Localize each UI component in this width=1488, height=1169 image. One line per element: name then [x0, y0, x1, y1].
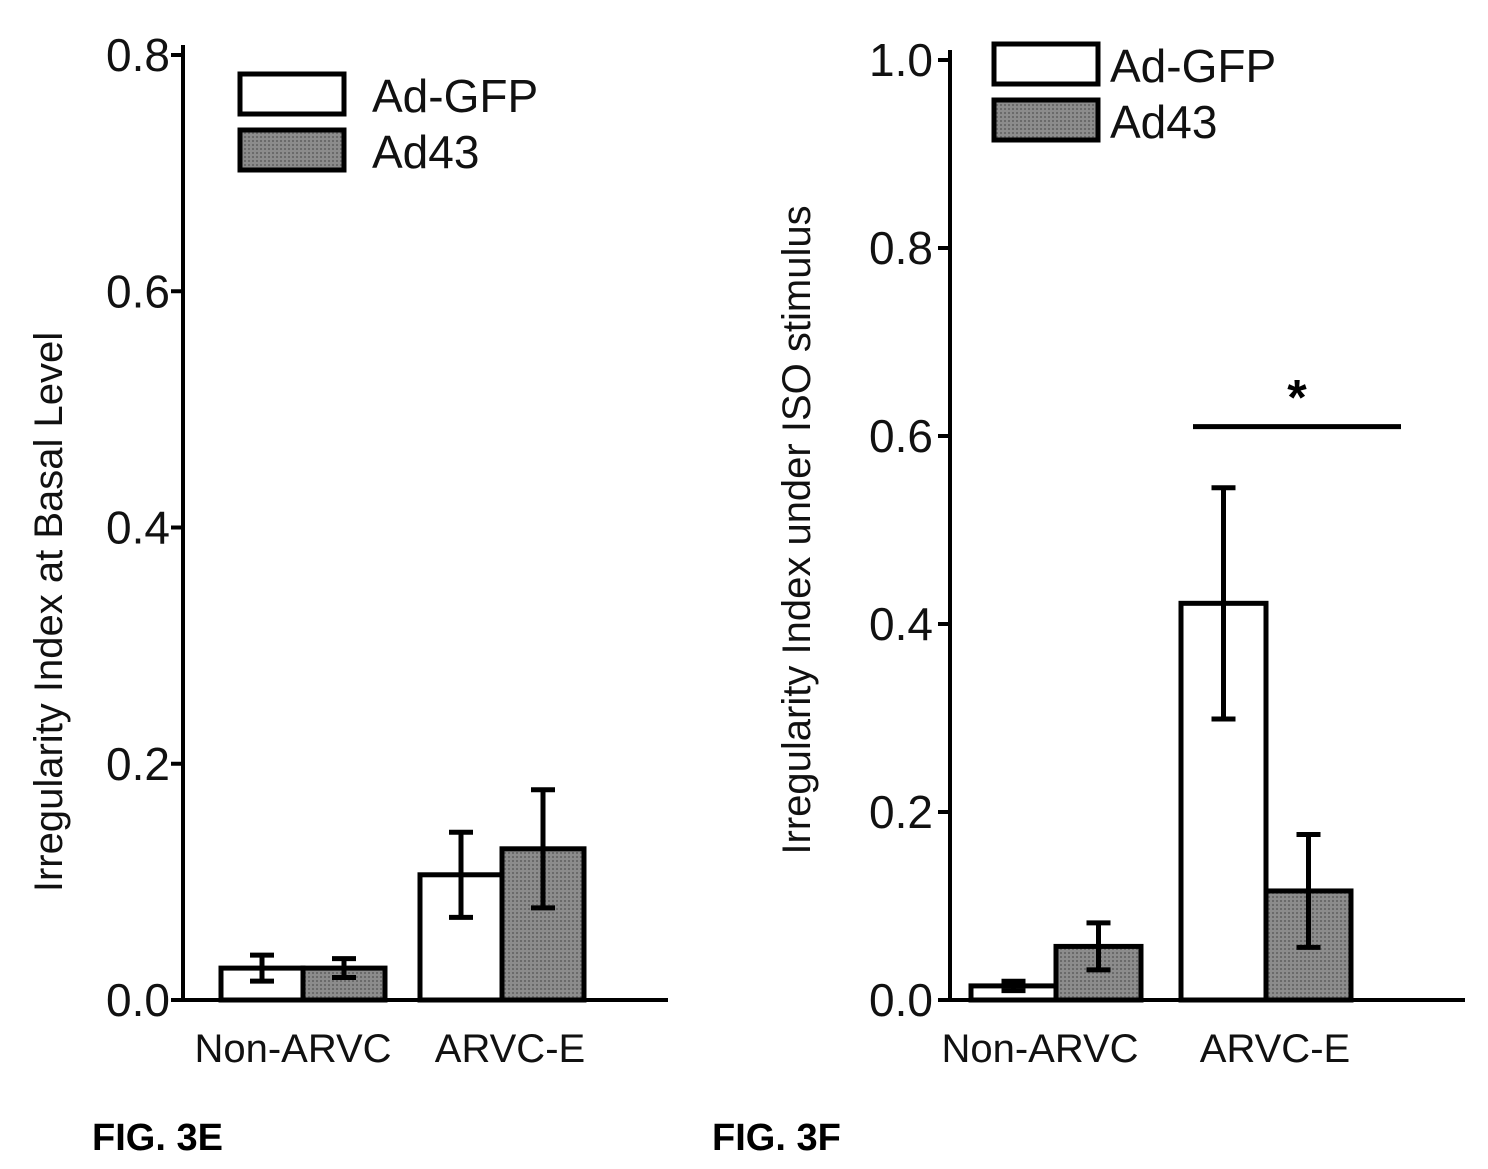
- significance-marker: *: [1287, 370, 1307, 426]
- chart-panel-3e: Irregularity Index at Basal Level FIG. 3…: [27, 29, 668, 1159]
- x-category-label: Non-ARVC: [194, 1027, 391, 1071]
- y-tick-label: 1.0: [869, 34, 933, 86]
- y-tick-label: 0.4: [106, 502, 170, 554]
- legend-swatch: [991, 97, 1101, 143]
- y-tick-label: 0.2: [106, 738, 170, 790]
- legend-swatch: [237, 127, 347, 173]
- legend-label: Ad-GFP: [372, 70, 538, 122]
- legend-label: Ad-GFP: [1110, 40, 1276, 92]
- y-tick-label: 0.4: [869, 598, 933, 650]
- y-tick-label: 0.2: [869, 786, 933, 838]
- figure-label: FIG. 3E: [92, 1117, 223, 1159]
- y-axis-label: Irregularity Index under ISO stimulus: [775, 205, 819, 854]
- y-tick-label: 0.6: [106, 265, 170, 317]
- y-tick-label: 0.8: [106, 29, 170, 81]
- legend-swatch: [991, 41, 1101, 87]
- y-tick-label: 0.0: [106, 974, 170, 1026]
- legend-label: Ad43: [372, 126, 479, 178]
- figure-label: FIG. 3F: [712, 1117, 841, 1159]
- x-category-label: Non-ARVC: [941, 1027, 1138, 1071]
- legend-swatch: [237, 71, 347, 117]
- y-tick-label: 0.8: [869, 222, 933, 274]
- y-axis-label: Irregularity Index at Basal Level: [27, 332, 71, 892]
- x-category-label: ARVC-E: [435, 1027, 585, 1071]
- x-category-label: ARVC-E: [1200, 1027, 1350, 1071]
- chart-panel-3f: Irregularity Index under ISO stimulus FI…: [712, 34, 1465, 1159]
- legend-label: Ad43: [1110, 96, 1217, 148]
- y-tick-label: 0.6: [869, 410, 933, 462]
- y-tick-label: 0.0: [869, 974, 933, 1026]
